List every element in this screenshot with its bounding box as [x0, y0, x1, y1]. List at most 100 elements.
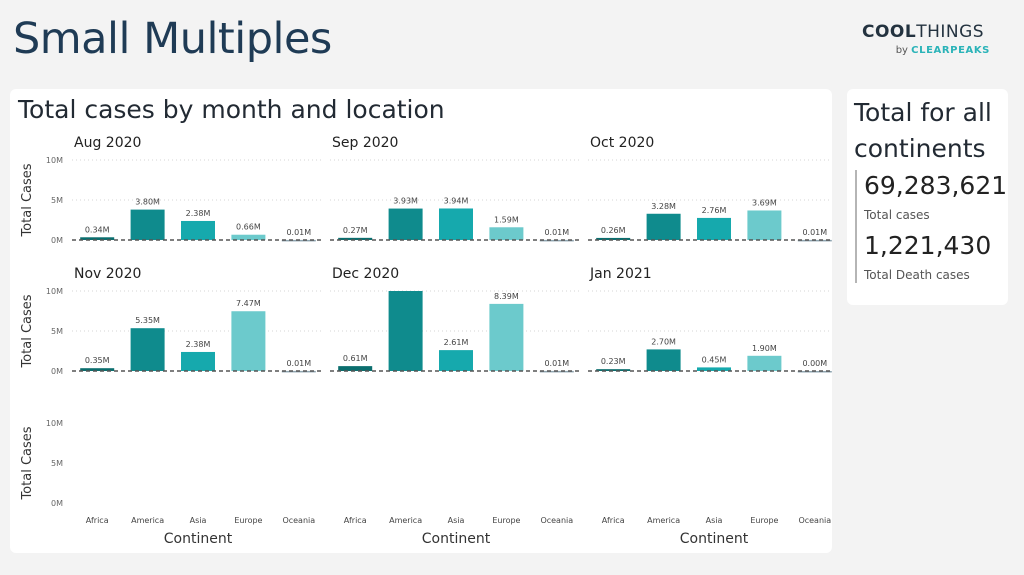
x-tick-label: Oceania	[282, 516, 315, 525]
bar-asia	[181, 351, 215, 371]
x-tick-label: Europe	[750, 516, 778, 525]
x-tick-label: Oceania	[798, 516, 831, 525]
bar-asia	[439, 350, 473, 371]
bar-europe	[231, 234, 266, 240]
data-label: 8.39M	[494, 292, 519, 301]
panel-title: Oct 2020	[590, 135, 654, 151]
data-label: 0.23M	[601, 357, 626, 366]
y-tick-label: 0M	[51, 499, 63, 508]
data-label: 0.01M	[286, 228, 311, 237]
x-tick-label: Oceania	[540, 516, 573, 525]
panel-title: Jan 2021	[589, 266, 652, 282]
y-tick-label: 10M	[46, 419, 63, 428]
total-cases-label: Total cases	[864, 208, 930, 222]
bar-america	[388, 208, 423, 240]
bar-europe	[231, 311, 266, 371]
data-label: 3.28M	[651, 202, 676, 211]
bar-africa	[338, 366, 373, 371]
bar-africa	[80, 237, 115, 240]
data-label: 0.01M	[802, 228, 827, 237]
data-label: 0.01M	[544, 359, 569, 368]
data-label: 2.61M	[444, 338, 469, 347]
x-tick-label: Africa	[86, 516, 109, 525]
panel-title: Sep 2020	[332, 135, 398, 151]
bar-america	[130, 328, 165, 371]
bar-europe	[747, 210, 782, 240]
bar-europe	[747, 355, 782, 371]
x-tick-label: America	[647, 516, 680, 525]
data-label: 2.70M	[651, 337, 676, 346]
chart-title: Total cases by month and location	[18, 95, 445, 124]
data-label: 0.66M	[236, 223, 261, 232]
brand-byline: by CLEARPEAKS	[862, 45, 1002, 56]
x-tick-label: America	[389, 516, 422, 525]
data-label: 0.27M	[343, 226, 368, 235]
data-label: 0.01M	[286, 359, 311, 368]
x-tick-label: Europe	[234, 516, 262, 525]
data-label: 0.61M	[343, 354, 368, 363]
brand-company: CLEARPEAKS	[911, 45, 990, 56]
brand-logo: COOLTHINGS by CLEARPEAKS	[862, 22, 1002, 56]
bar-africa	[596, 237, 631, 240]
data-label: 0.01M	[544, 228, 569, 237]
y-axis-label: Total Cases	[20, 426, 35, 500]
x-tick-label: Asia	[448, 516, 465, 525]
data-label: 5.35M	[135, 316, 160, 325]
kpi-divider	[855, 170, 857, 283]
data-label: 0.34M	[85, 225, 110, 234]
data-label: 3.80M	[135, 198, 160, 207]
x-axis-label: Continent	[680, 531, 749, 547]
total-cases-value: 69,283,621	[864, 171, 1008, 200]
y-axis-label: Total Cases	[20, 163, 35, 237]
x-tick-label: Asia	[190, 516, 207, 525]
bar-africa	[596, 369, 631, 371]
y-tick-label: 5M	[51, 196, 63, 205]
y-axis-label: Total Cases	[20, 294, 35, 368]
x-tick-label: Africa	[602, 516, 625, 525]
bar-america	[130, 209, 165, 240]
brand-by: by	[895, 45, 908, 56]
data-label: 2.38M	[186, 209, 211, 218]
brand-name-light: THINGS	[916, 22, 985, 42]
data-label: 0.45M	[702, 355, 727, 364]
y-tick-label: 0M	[51, 367, 63, 376]
bar-europe	[489, 227, 524, 240]
bar-america	[646, 213, 681, 240]
y-tick-label: 0M	[51, 236, 63, 245]
data-label: 0.35M	[85, 356, 110, 365]
small-multiples-chart: Total Cases 0M 5M 10M Total Cases 0M 5M 10M Tota…	[20, 135, 832, 547]
bar-asia	[697, 367, 731, 371]
x-tick-label: America	[131, 516, 164, 525]
data-label: 1.59M	[494, 215, 519, 224]
y-tick-label: 10M	[46, 156, 63, 165]
x-axis-label: Continent	[422, 531, 491, 547]
data-label: 3.94M	[444, 196, 469, 205]
bar-europe	[489, 303, 524, 371]
data-label: 3.69M	[752, 198, 777, 207]
page-title: Small Multiples	[13, 14, 332, 64]
brand-name-bold: COOL	[862, 22, 917, 42]
y-tick-label: 5M	[51, 327, 63, 336]
bar-africa	[80, 368, 115, 371]
total-deaths-label: Total Death cases	[864, 268, 970, 282]
data-label: 0.26M	[601, 226, 626, 235]
bar-asia	[439, 208, 473, 240]
data-label: 0.00M	[802, 359, 827, 368]
data-label: 7.47M	[236, 299, 261, 308]
x-tick-label: Africa	[344, 516, 367, 525]
total-deaths-value: 1,221,430	[864, 231, 992, 260]
bar-asia	[181, 220, 215, 240]
totals-card: Total for all continents 69,283,621 Tota…	[847, 89, 1008, 305]
x-tick-label: Europe	[492, 516, 520, 525]
data-label: 1.90M	[752, 344, 777, 353]
panel-title: Aug 2020	[74, 135, 141, 151]
data-label: 2.76M	[702, 206, 727, 215]
totals-title: Total for all continents	[854, 98, 992, 163]
brand-name: COOLTHINGS	[862, 22, 1002, 42]
bar-asia	[697, 217, 731, 240]
bar-america	[646, 349, 681, 371]
data-label: 3.93M	[393, 197, 418, 206]
small-multiples-card: Total cases by month and location Total …	[10, 89, 832, 553]
x-axis-label: Continent	[164, 531, 233, 547]
bar-america	[388, 291, 423, 371]
